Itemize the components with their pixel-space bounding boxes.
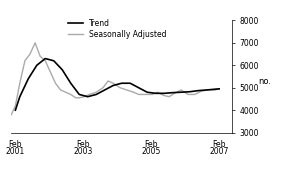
Text: Feb: Feb — [9, 140, 22, 149]
Text: Feb: Feb — [145, 140, 158, 149]
Text: 2001: 2001 — [6, 147, 25, 156]
Text: 2007: 2007 — [209, 147, 229, 156]
Text: Feb: Feb — [77, 140, 90, 149]
Text: 2005: 2005 — [142, 147, 161, 156]
Text: Feb: Feb — [213, 140, 226, 149]
Y-axis label: no.: no. — [258, 76, 271, 86]
Text: 2003: 2003 — [74, 147, 93, 156]
Legend: Trend, Seasonally Adjusted: Trend, Seasonally Adjusted — [68, 19, 166, 39]
